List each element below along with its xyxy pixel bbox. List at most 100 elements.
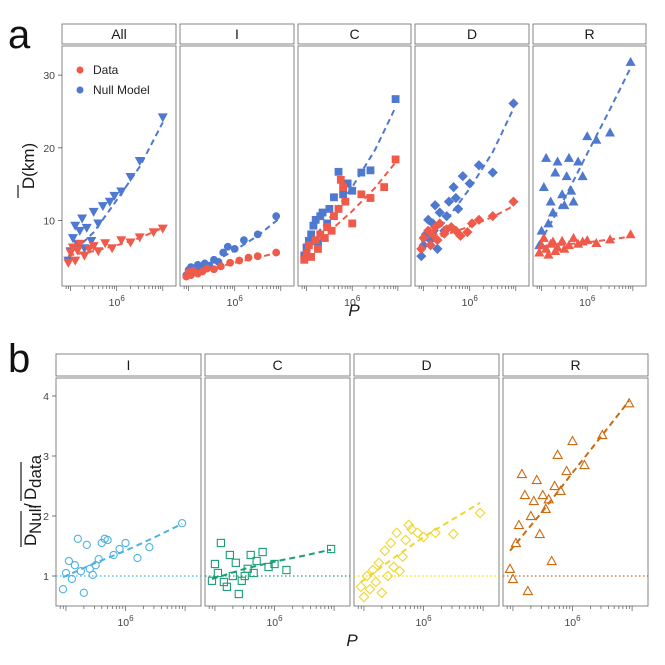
facet-strip-label: I — [235, 26, 239, 42]
ratio-point — [121, 538, 130, 548]
null-model-point — [550, 167, 561, 177]
chart-panel-b: I 106 C 106 D 106 R 106 1 2 3 4 — [43, 353, 649, 629]
ratio-point — [355, 581, 367, 593]
y-tick-label-a: 20 — [43, 143, 55, 155]
facet-plot-area — [56, 519, 201, 597]
ratio-point — [133, 553, 142, 563]
data-point — [63, 258, 74, 268]
data-point — [226, 258, 234, 267]
ratio-point — [225, 550, 234, 560]
facet-border — [414, 45, 530, 287]
null-model-point — [450, 192, 461, 204]
ratio-point — [216, 538, 226, 548]
facet-plot-area — [416, 98, 519, 262]
facet-strip-label: All — [111, 26, 127, 42]
null-model-point — [93, 219, 104, 229]
null-model-point — [253, 230, 262, 239]
ratio-fit-line — [360, 501, 481, 583]
data-point — [432, 235, 443, 246]
data-point — [605, 234, 616, 244]
facet-border — [204, 377, 351, 607]
null-model-point — [432, 243, 443, 255]
facet-border — [55, 377, 202, 607]
data-point — [536, 240, 547, 250]
ratio-point — [73, 534, 83, 543]
legend-label: Data — [93, 63, 119, 77]
data-point — [330, 212, 338, 221]
ratio-point — [504, 563, 516, 573]
data-point — [416, 243, 427, 255]
data-point — [320, 234, 329, 242]
facet-plot-area — [534, 56, 636, 259]
ratio-point — [513, 519, 525, 530]
panel-label-a: a — [8, 13, 31, 57]
x-tick-label: 106 — [266, 614, 283, 629]
null-model-point — [219, 248, 228, 257]
data-point — [203, 264, 211, 273]
ratio-fit-line — [211, 548, 332, 580]
null-model-point — [559, 200, 570, 210]
ratio-point — [70, 561, 80, 570]
data-point — [235, 256, 244, 265]
data-point — [418, 232, 429, 244]
legend-swatch — [76, 66, 84, 74]
ratio-point — [531, 474, 543, 485]
null-model-point — [240, 236, 248, 245]
facet-border — [532, 45, 647, 287]
ratio-point — [382, 570, 394, 582]
y-axis-title-b-slash: / — [21, 503, 40, 508]
null-model-point — [330, 193, 338, 202]
x-tick-label: 106 — [227, 294, 244, 309]
ratio-point — [61, 568, 71, 578]
data-point — [314, 245, 322, 253]
null-model-point — [134, 157, 145, 167]
x-tick-label: 106 — [579, 294, 596, 309]
facet-strip — [204, 353, 351, 377]
null-model-point — [545, 196, 556, 206]
data-point — [210, 265, 218, 274]
data-point — [327, 226, 336, 235]
ratio-point — [88, 570, 97, 579]
x-axis-title-a: P — [348, 301, 360, 320]
x-tick-label: 106 — [117, 614, 134, 629]
ratio-point — [243, 564, 252, 573]
ratio-point — [552, 449, 564, 459]
ratio-point — [115, 544, 124, 554]
facet-b-i: I 106 — [55, 353, 202, 629]
facet-border — [502, 377, 649, 607]
ratio-point — [567, 435, 578, 446]
null-model-point — [223, 242, 232, 251]
ratio-point — [516, 468, 528, 479]
null-model-point — [561, 171, 572, 181]
ratio-point — [252, 556, 261, 566]
data-point — [508, 196, 519, 207]
ratio-point — [561, 465, 572, 476]
facet-plot-area — [354, 501, 499, 603]
ratio-point — [525, 510, 537, 521]
null-model-point — [543, 218, 554, 228]
data-point — [341, 197, 350, 206]
ratio-point — [373, 557, 385, 569]
null-model-point — [453, 203, 464, 215]
null-model-point — [116, 187, 127, 197]
ratio-point — [361, 570, 373, 582]
facet-b-d: D 106 — [353, 353, 500, 629]
ratio-point — [82, 540, 91, 549]
null-model-point — [391, 95, 400, 103]
y-axis-title-b: D Null / D data — [20, 454, 45, 547]
ratio-point — [270, 559, 279, 569]
facet-b-c: C 106 — [204, 353, 351, 629]
ratio-point — [246, 550, 255, 560]
facet-border — [179, 45, 295, 287]
data-point — [70, 256, 81, 266]
data-point — [244, 253, 253, 262]
facet-strip-label: R — [584, 26, 594, 42]
ratio-point — [540, 503, 552, 513]
data-point — [307, 253, 316, 261]
ratio-point — [549, 480, 561, 491]
null-model-point — [473, 160, 485, 171]
null-model-point — [577, 171, 588, 181]
data-point — [425, 240, 436, 251]
data-point — [116, 236, 127, 246]
